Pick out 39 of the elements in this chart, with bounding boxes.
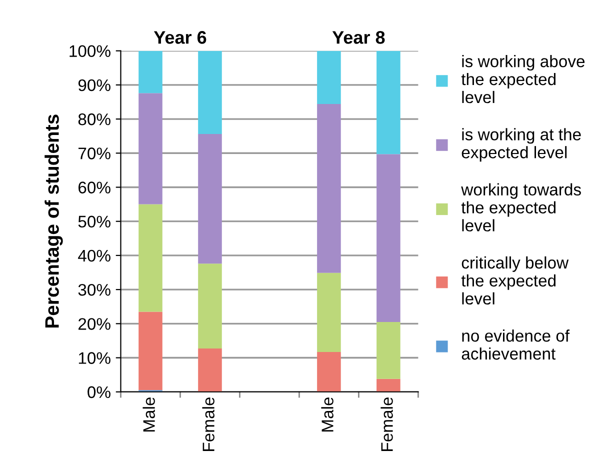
x-tick-label: Male [321,397,334,432]
text: Year 8 [332,31,385,44]
bar [376,378,400,392]
y-tick-label: 70% [78,148,110,160]
bar [138,204,162,312]
bar [376,322,400,379]
bar [198,134,222,264]
bar [317,50,341,104]
x-tick-label: Male [142,397,155,432]
legend-label: is working at the expected level [462,128,581,162]
bar [138,50,162,94]
y-tick-label: 10% [78,352,110,364]
y-tick-label: 100% [70,45,110,58]
bar [376,154,400,322]
legend-label: working towards the expected level [461,183,581,232]
y-tick-label: 90% [78,79,110,92]
bar [317,352,341,392]
bar [198,50,222,134]
y-tick-label: 60% [78,182,110,194]
y-tick-label: 30% [78,284,110,296]
bar [376,50,400,154]
x-tick-label: Female [202,397,214,451]
bar [198,264,222,349]
x-tick-label: Female [380,397,393,451]
bar [198,348,222,392]
y-tick-label: 0% [88,386,110,398]
legend-label: is working above the expected level [461,55,585,104]
text: Year 6 [154,31,206,44]
y-tick-label: 80% [78,113,110,126]
y-tick-label: 20% [78,318,110,330]
legend-label: no evidence of achievement [462,329,570,360]
bar [317,104,341,273]
legend-label: critically below the expected level [461,256,569,305]
y-axis-title: Percentage of students [44,114,63,328]
y-tick-label: 40% [78,250,110,262]
bar [317,272,341,352]
bar [138,93,162,204]
bar [138,312,162,390]
y-tick-label: 50% [78,216,110,228]
